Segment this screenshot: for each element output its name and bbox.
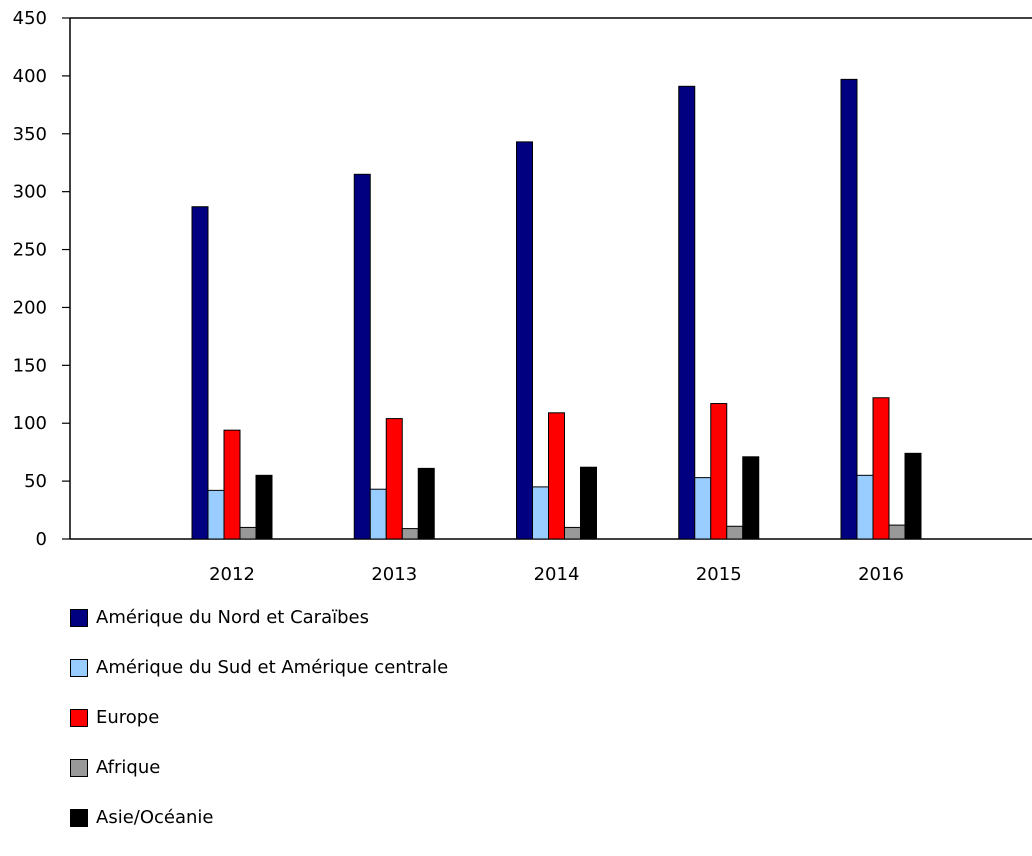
bar [401,528,419,540]
bar [856,474,874,540]
bar [532,486,549,540]
legend: Amérique du Nord et Caraïbes Amérique du … [70,606,448,856]
y-tick-label: 350 [13,124,47,145]
bar [207,489,225,540]
bar [580,466,597,540]
legend-label: Amérique du Sud et Amérique centrale [96,657,449,678]
bar-chart: 0 50 100 150 200 250 300 350 400 450 2012 2013 2014… [13,8,1032,585]
bar [385,418,403,540]
x-tick-label: 2015 [696,564,742,585]
bar [516,141,533,540]
y-tick-label: 400 [13,66,47,87]
bar [191,206,209,540]
y-tick-label: 450 [13,8,47,29]
bar [872,397,890,540]
y-tick-label: 0 [36,529,47,550]
bar [353,173,371,540]
bar [417,467,435,540]
legend-swatch [70,809,88,827]
y-axis: 0 50 100 150 200 250 300 350 400 450 [13,8,70,550]
legend-item: Amérique du Nord et Caraïbes [70,606,448,656]
y-tick-label: 150 [13,355,47,376]
bar [548,412,565,540]
x-tick-label: 2016 [858,564,904,585]
bar [255,474,273,540]
bar [726,525,744,540]
bar [564,526,581,540]
legend-item: Amérique du Sud et Amérique centrale [70,656,448,706]
x-tick-label: 2012 [209,564,255,585]
y-tick-label: 50 [24,471,47,492]
bar [239,526,257,540]
legend-swatch [70,709,88,727]
legend-label: Asie/Océanie [96,807,214,828]
legend-item: Europe [70,706,448,756]
legend-swatch [70,759,88,777]
legend-label: Afrique [96,757,161,778]
legend-item: Asie/Océanie [70,806,448,856]
bar [369,488,387,540]
bar [694,477,712,540]
bars-group [191,78,922,540]
bar [223,429,241,540]
y-tick-label: 250 [13,240,47,261]
y-tick-label: 200 [13,297,47,318]
bar [840,78,858,540]
bar [904,452,922,540]
x-tick-label: 2014 [534,564,580,585]
legend-swatch [70,659,88,677]
legend-item: Afrique [70,756,448,806]
bar [710,403,728,540]
y-tick-label: 100 [13,413,47,434]
legend-swatch [70,609,88,627]
x-axis: 2012 2013 2014 2015 2016 [209,564,904,585]
bar [742,456,760,540]
x-tick-label: 2013 [371,564,417,585]
legend-label: Amérique du Nord et Caraïbes [96,607,369,628]
y-tick-label: 300 [13,182,47,203]
bar [678,85,696,540]
legend-label: Europe [96,707,160,728]
bar [888,524,906,540]
